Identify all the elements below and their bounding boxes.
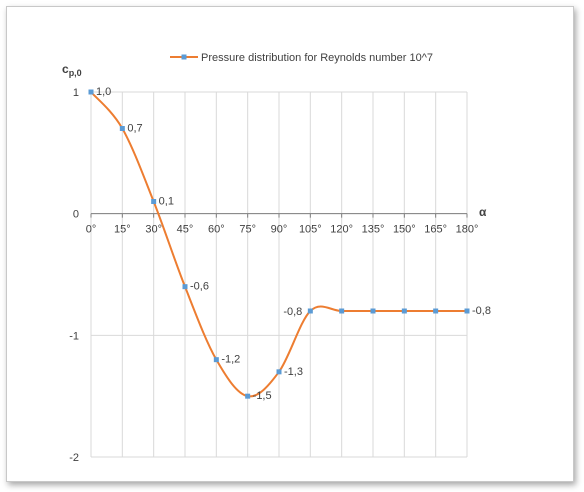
legend-marker-swatch: [181, 54, 187, 60]
y-axis-title-sub: p,0: [69, 68, 82, 78]
x-tick-label: 75°: [239, 224, 256, 236]
data-point-marker: [464, 308, 470, 314]
x-tick-label: 30°: [145, 224, 162, 236]
data-point-marker: [245, 393, 251, 399]
x-tick-label: 135°: [362, 224, 385, 236]
data-point-marker: [182, 284, 188, 290]
legend-label: Pressure distribution for Reynolds numbe…: [201, 52, 433, 64]
data-point-marker: [119, 126, 125, 131]
y-tick-label: 0: [73, 209, 79, 221]
data-label: -0,8: [472, 305, 491, 317]
data-label: 0,1: [159, 196, 174, 208]
x-tick-label: 180°: [456, 224, 479, 236]
x-tick-label: 120°: [330, 224, 353, 236]
y-tick-label: 1: [73, 87, 79, 99]
x-tick-label: 45°: [177, 224, 194, 236]
data-point-marker: [401, 308, 407, 314]
x-axis-title: α: [479, 205, 487, 219]
x-tick-label: 15°: [114, 224, 131, 236]
data-label: -1,3: [284, 366, 303, 378]
data-point-marker: [213, 357, 219, 363]
x-tick-label: 105°: [299, 224, 322, 236]
y-axis-title-main: c: [62, 62, 69, 76]
data-label: -1,5: [253, 390, 272, 402]
data-labels: 1,0 0,7 0,1 -0,6 -1,2 -1,5 -1,3 -0,8 -0,8: [96, 86, 491, 402]
series-layer: [88, 89, 470, 399]
data-point-marker: [370, 308, 376, 314]
x-tick-label: 90°: [271, 224, 288, 236]
x-tick-label: 150°: [393, 224, 416, 236]
y-tick-label: -1: [69, 330, 79, 342]
data-label: -0,8: [283, 306, 302, 318]
data-point-marker: [339, 308, 345, 314]
x-tick-label: 60°: [208, 224, 225, 236]
axes: 1 0 -1 -2 0° 15° 30° 45° 60° 75° 90° 105° 120° 135° 15…: [69, 87, 478, 464]
data-label: 1,0: [96, 86, 111, 98]
data-point-marker: [151, 199, 157, 204]
x-tick-label: 0°: [86, 224, 97, 236]
x-tick-label: 165°: [424, 224, 447, 236]
y-tick-label: -2: [69, 452, 79, 464]
data-point-marker: [88, 89, 94, 95]
data-label: -0,6: [190, 281, 209, 293]
y-axis-title: cp,0: [62, 62, 82, 78]
gridlines: [90, 91, 468, 458]
data-label: 0,7: [127, 123, 142, 135]
legend: Pressure distribution for Reynolds numbe…: [170, 52, 433, 64]
data-point-marker: [307, 308, 313, 314]
data-label: -1,2: [221, 354, 240, 366]
data-point-marker: [433, 308, 439, 314]
chart-frame: [6, 6, 574, 482]
data-point-marker: [276, 369, 282, 375]
